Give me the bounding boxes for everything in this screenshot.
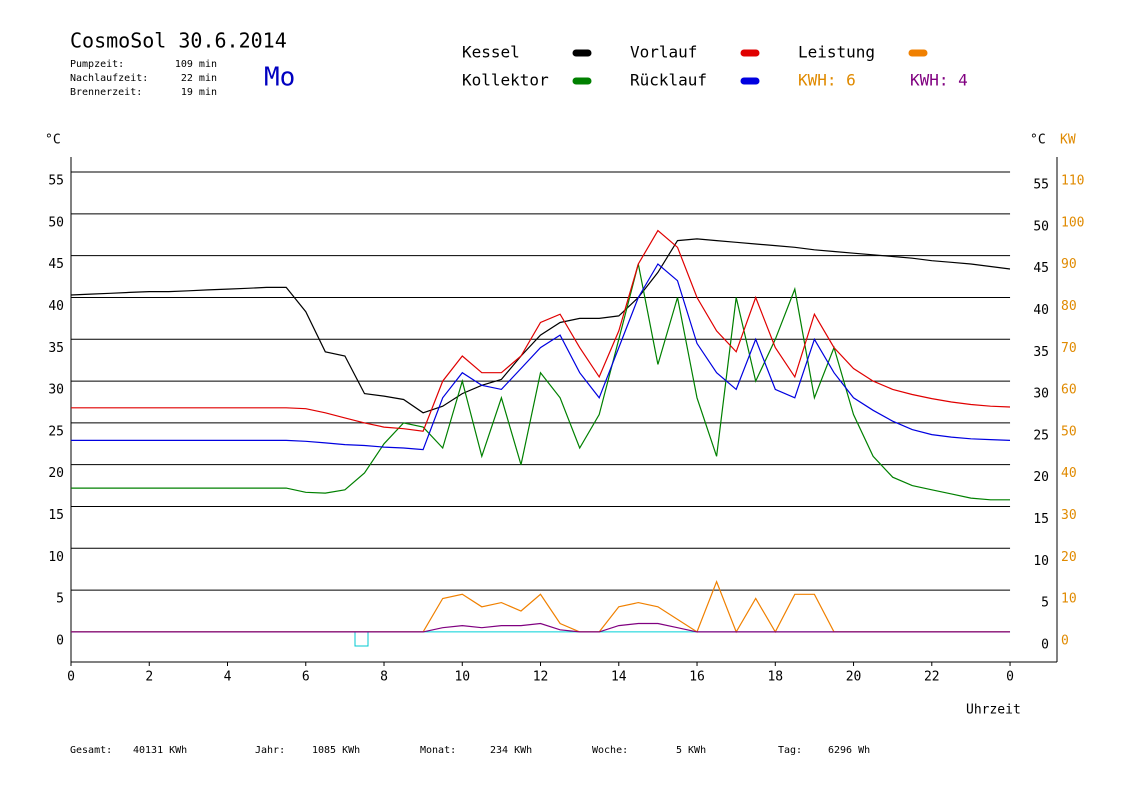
- y-tick-label: 15: [48, 508, 64, 523]
- chart-title: CosmoSol 30.6.2014: [70, 29, 287, 53]
- x-tick-label: 2: [145, 670, 153, 685]
- legend-label: Kessel: [462, 43, 520, 62]
- x-tick-label: 16: [689, 670, 705, 685]
- x-tick-label: 8: [380, 670, 388, 685]
- y2-tick-label: 20: [1061, 550, 1077, 565]
- series-line: [71, 622, 1010, 633]
- y-tick-label: 50: [48, 215, 64, 230]
- y-tick-label-right: 45: [1033, 261, 1049, 276]
- series-line: [71, 229, 1011, 432]
- footer-label: Woche:: [592, 745, 628, 756]
- y-tick-label-right: 10: [1033, 554, 1049, 569]
- footer-value: 6296 Wh: [828, 745, 870, 756]
- y-tick-label: 30: [48, 383, 64, 398]
- footer-label: Jahr:: [255, 745, 285, 756]
- y-tick-label: 45: [48, 257, 64, 272]
- footer-value: 40131 KWh: [133, 745, 187, 756]
- x-tick-label: 20: [846, 670, 862, 685]
- y-tick-label: 40: [48, 299, 64, 314]
- x-tick-label: 14: [611, 670, 627, 685]
- y2-tick-label: 60: [1061, 383, 1077, 398]
- y2-tick-label: 50: [1061, 424, 1077, 439]
- x-tick-label: 0: [1006, 670, 1014, 685]
- legend-label: Rücklauf: [630, 71, 707, 90]
- y2-tick-label: 80: [1061, 299, 1077, 314]
- series-line: [71, 263, 1011, 451]
- footer-label: Tag:: [778, 745, 802, 756]
- y-tick-label-right: 20: [1033, 470, 1049, 485]
- y-tick-label: 25: [48, 424, 64, 439]
- y2-tick-label: 10: [1061, 592, 1077, 607]
- x-tick-label: 4: [224, 670, 232, 685]
- footer-value: 1085 KWh: [312, 745, 360, 756]
- y2-tick-label: 110: [1061, 174, 1084, 189]
- y-tick-label-right: 5: [1041, 596, 1049, 611]
- y-tick-label: 5: [56, 592, 64, 607]
- y2-tick-label: 30: [1061, 508, 1077, 523]
- y-tick-label-right: 0: [1041, 637, 1049, 652]
- x-tick-label: 12: [533, 670, 549, 685]
- kwh-annotation: KWH: 6: [798, 71, 856, 90]
- x-tick-label: 18: [767, 670, 783, 685]
- footer-value: 234 KWh: [490, 745, 532, 756]
- x-tick-label: 10: [454, 670, 470, 685]
- footer-label: Gesamt:: [70, 745, 112, 756]
- y-tick-label-right: 50: [1033, 219, 1049, 234]
- y-axis-label-right: °C: [1030, 133, 1046, 148]
- y-tick-label: 55: [48, 174, 64, 189]
- legend-label: Vorlauf: [630, 43, 697, 62]
- x-tick-label: 6: [302, 670, 310, 685]
- y2-axis-label: KW: [1060, 133, 1076, 148]
- stat-label: Nachlaufzeit:: [70, 73, 148, 84]
- stat-label: Pumpzeit:: [70, 59, 124, 70]
- stat-value: 19 min: [181, 87, 217, 98]
- y2-tick-label: 90: [1061, 257, 1077, 272]
- footer-label: Monat:: [420, 745, 456, 756]
- day-label: Mo: [264, 63, 295, 93]
- y-tick-label-right: 25: [1033, 428, 1049, 443]
- y-tick-label-right: 15: [1033, 512, 1049, 527]
- y2-tick-label: 40: [1061, 466, 1077, 481]
- y2-tick-label: 70: [1061, 341, 1077, 356]
- y2-tick-label: 0: [1061, 633, 1069, 648]
- y-axis-label: °C: [45, 133, 61, 148]
- y2-tick-label: 100: [1061, 215, 1084, 230]
- x-axis-label: Uhrzeit: [966, 703, 1021, 718]
- footer-value: 5 KWh: [676, 745, 706, 756]
- y-tick-label-right: 30: [1033, 387, 1049, 402]
- series-line: [71, 263, 1010, 501]
- y-tick-label: 10: [48, 550, 64, 565]
- series-line: [70, 238, 1011, 414]
- legend-label: Kollektor: [462, 71, 549, 90]
- kwh-annotation: KWH: 4: [910, 71, 968, 90]
- y-tick-label-right: 35: [1033, 345, 1049, 360]
- y-tick-label-right: 40: [1033, 303, 1049, 318]
- y-tick-label-right: 55: [1033, 178, 1049, 193]
- stat-label: Brennerzeit:: [70, 87, 142, 98]
- x-tick-label: 0: [67, 670, 75, 685]
- x-tick-label: 22: [924, 670, 940, 685]
- stat-value: 22 min: [181, 73, 217, 84]
- y-tick-label: 35: [48, 341, 64, 356]
- y-tick-label: 0: [56, 633, 64, 648]
- legend-label: Leistung: [798, 43, 875, 62]
- stat-value: 109 min: [175, 59, 217, 70]
- y-tick-label: 20: [48, 466, 64, 481]
